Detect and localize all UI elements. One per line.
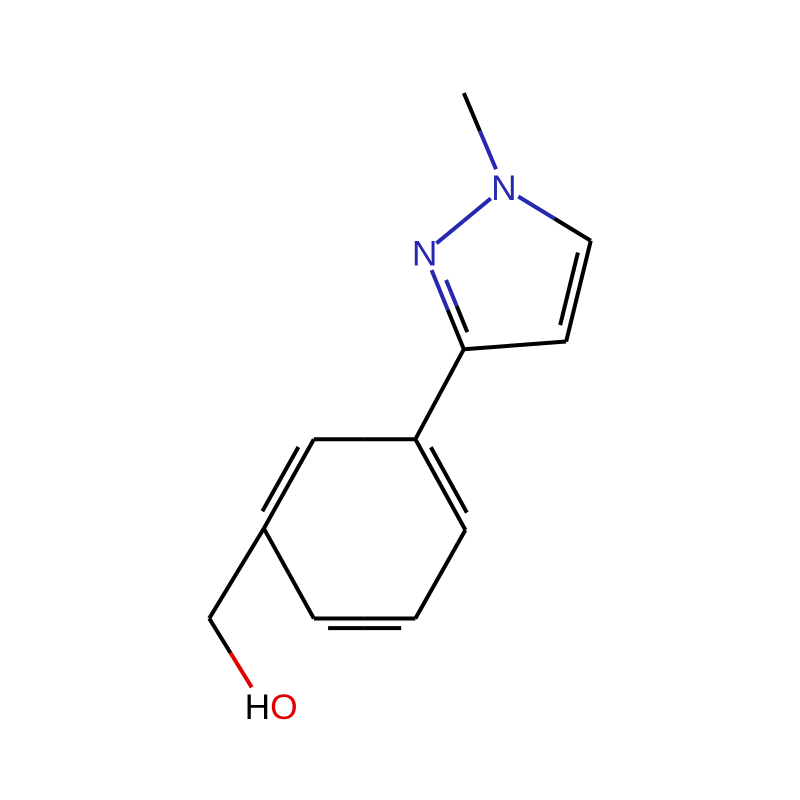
atom-label-oh: HO (245, 688, 298, 727)
atom-label-n2: N (412, 234, 438, 273)
molecule-diagram: N N HO (0, 0, 800, 800)
atom-label-n1: N (491, 169, 517, 208)
